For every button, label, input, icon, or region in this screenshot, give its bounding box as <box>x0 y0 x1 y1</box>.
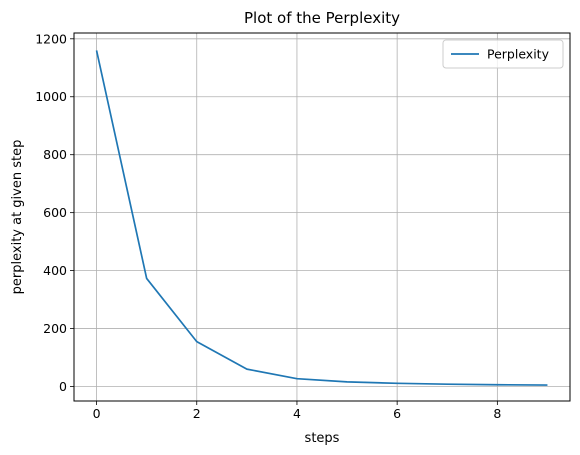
y-axis-ticks: 0 200 400 600 800 1000 1200 <box>35 31 74 394</box>
y-tick-label: 0 <box>59 379 67 394</box>
x-tick-label: 6 <box>393 406 401 421</box>
y-tick-label: 1000 <box>35 89 67 104</box>
grid <box>74 33 570 401</box>
y-axis-label: perplexity at given step <box>10 140 25 295</box>
series-line-perplexity <box>95 50 548 386</box>
y-tick-label: 800 <box>43 147 67 162</box>
x-tick-label: 8 <box>493 406 501 421</box>
y-tick-label: 600 <box>43 205 67 220</box>
x-tick-label: 0 <box>93 406 101 421</box>
y-tick-label: 400 <box>43 263 67 278</box>
x-tick-label: 2 <box>193 406 201 421</box>
legend: Perplexity <box>442 39 564 69</box>
x-tick-label: 4 <box>293 406 301 421</box>
legend-label-perplexity: Perplexity <box>487 47 550 62</box>
x-axis-ticks: 0 2 4 6 8 <box>93 401 501 421</box>
legend-box <box>442 39 564 69</box>
series-layer <box>95 50 548 386</box>
y-tick-label: 200 <box>43 321 67 336</box>
x-axis-label: steps <box>305 431 340 446</box>
y-tick-label: 1200 <box>35 31 67 46</box>
plot-frame <box>73 32 571 402</box>
chart-title: Plot of the Perplexity <box>244 9 400 27</box>
